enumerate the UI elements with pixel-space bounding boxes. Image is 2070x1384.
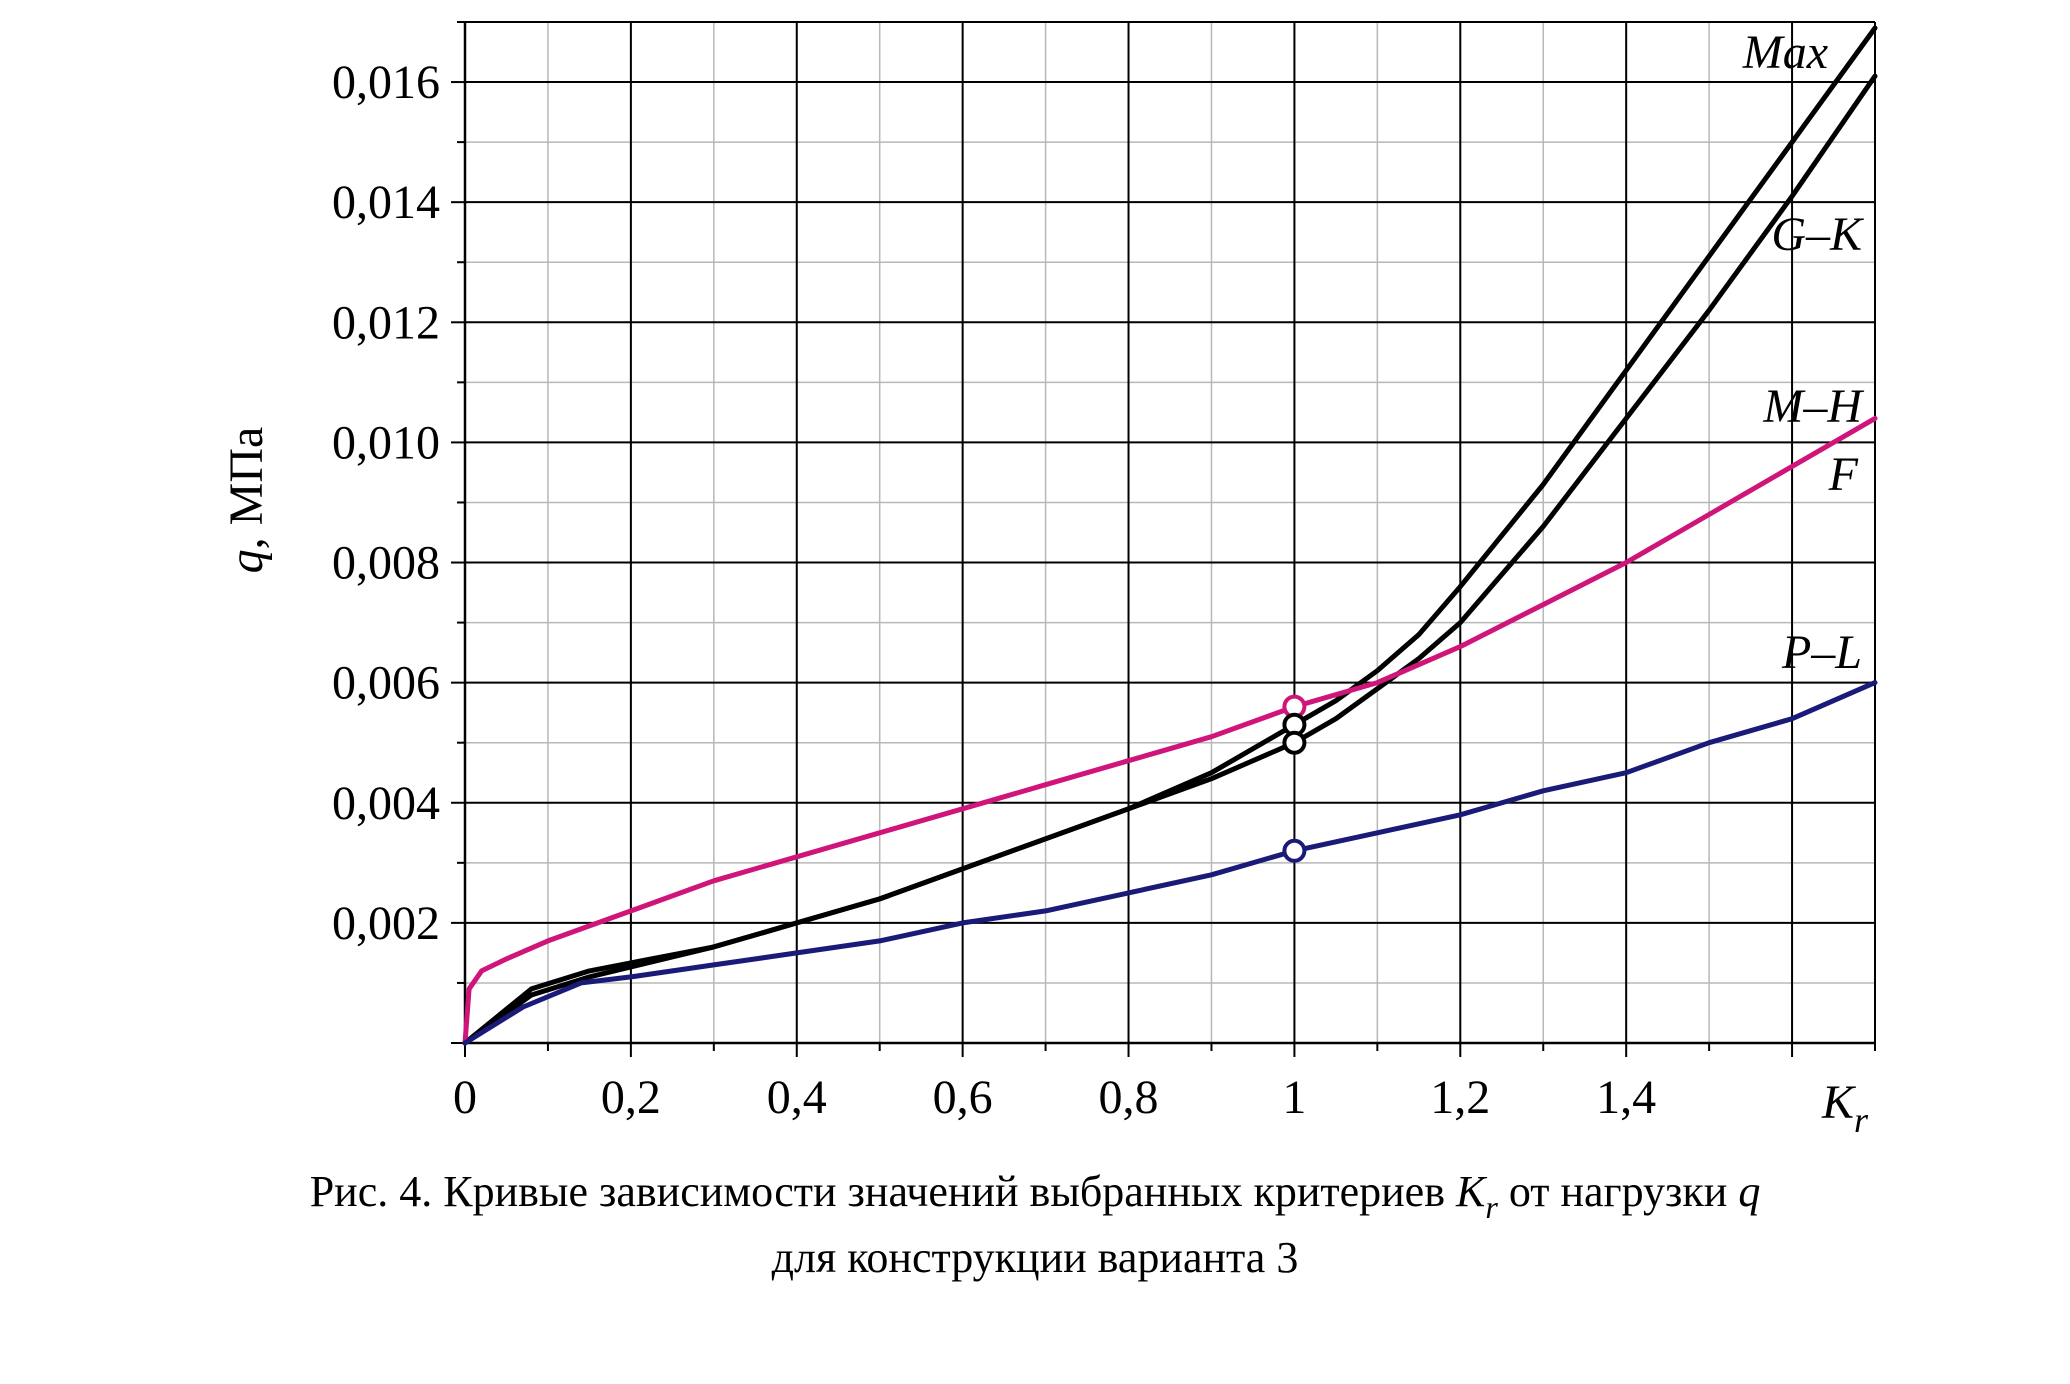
minor-grid [465,22,1875,1043]
point-markers [1282,694,1307,863]
x-tick-label: 0,2 [601,1071,661,1124]
caption-q: q [1738,1167,1760,1216]
x-tick-label: 0,4 [767,1071,827,1124]
y-tick-label: 0,002 [332,897,440,950]
axes [463,21,1876,1045]
x-axis-label: Kr [1821,1076,1869,1140]
y-tick-label: 0,010 [332,416,440,469]
series-line-max [462,25,1878,1046]
x-tick-label: 1 [1282,1071,1306,1124]
x-tick-label: 0,8 [1099,1071,1159,1124]
point-marker [1282,838,1307,863]
y-axis-label: q, МПа [220,427,273,574]
series-lines [462,25,1878,1046]
point-marker [1282,730,1307,755]
series-line-gk [462,73,1878,1046]
annotation-p-l: P–L [1781,626,1862,679]
series-line-pl [462,680,1878,1046]
annotation-max: Max [1742,26,1828,79]
y-tick-label: 0,008 [332,537,440,590]
annotation-g-k: G–K [1771,208,1865,261]
y-tick-label: 0,014 [332,176,440,229]
caption-k: K [1455,1167,1488,1216]
y-tick-label: 0,004 [332,777,440,830]
y-axis-label-unit: , МПа [220,427,273,550]
x-tick-label: 1,2 [1430,1071,1490,1124]
caption-text-a: Рис. 4. Кривые зависимости значений выбр… [310,1167,1456,1216]
y-tick-label: 0,012 [332,296,440,349]
y-tick-label: 0,006 [332,657,440,710]
caption-text-b: от нагрузки [1498,1167,1739,1216]
y-axis-label-q: q [220,549,273,573]
y-axis-ticks: 0,002 0,004 0,006 0,008 0,010 0,012 0,014 0,016 [332,21,465,1044]
annotation-m-h: M–H [1762,380,1864,433]
x-axis-ticks: 0 0,2 0,4 0,6 0,8 1 1,2 1,4 [453,1043,1876,1124]
y-tick-label: 0,016 [332,56,440,109]
figure-caption-line-2: для конструкции варианта 3 [772,1233,1299,1282]
x-axis-label-k: K [1821,1076,1857,1129]
caption-r: r [1485,1189,1498,1225]
x-axis-label-sub: r [1854,1100,1869,1140]
major-grid [465,22,1875,1043]
series-line-mh [462,415,1878,1046]
figure-caption-line-1: Рис. 4. Кривые зависимости значений выбр… [310,1167,1761,1225]
x-tick-label: 1,4 [1596,1071,1656,1124]
x-tick-label: 0,6 [933,1071,993,1124]
annotation-f: F [1828,448,1859,501]
x-tick-label: 0 [453,1071,477,1124]
